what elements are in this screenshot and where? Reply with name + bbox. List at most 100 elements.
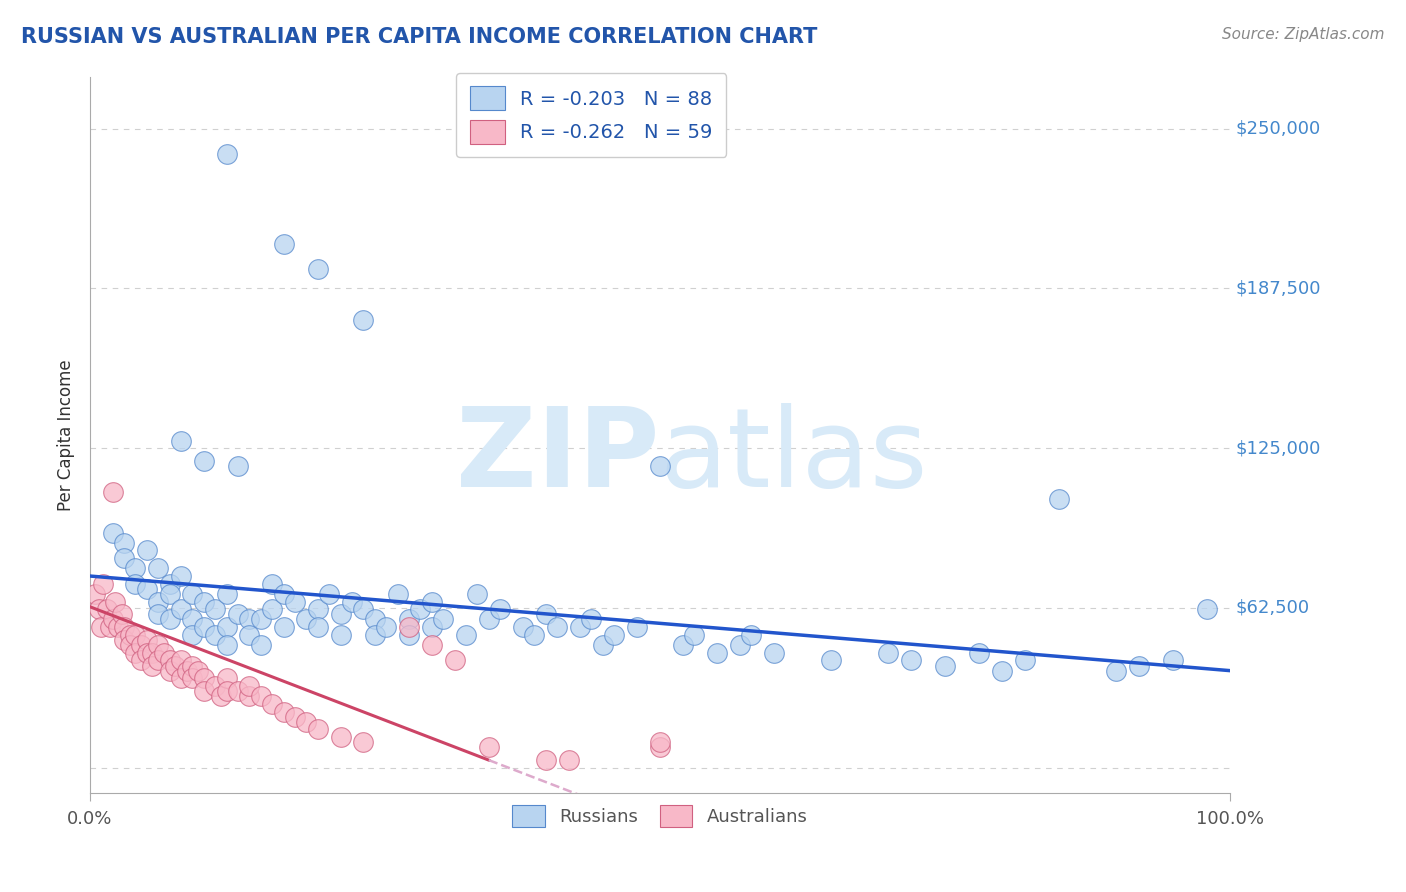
Point	[129, 638, 152, 652]
Point	[307, 262, 329, 277]
Point	[112, 535, 135, 549]
Point	[204, 679, 226, 693]
Point	[671, 638, 693, 652]
Text: Source: ZipAtlas.com: Source: ZipAtlas.com	[1222, 27, 1385, 42]
Point	[238, 679, 260, 693]
Text: atlas: atlas	[659, 403, 928, 510]
Point	[124, 561, 146, 575]
Point	[148, 638, 170, 652]
Point	[226, 607, 249, 622]
Point	[170, 602, 193, 616]
Point	[489, 602, 512, 616]
Point	[170, 569, 193, 583]
Point	[683, 628, 706, 642]
Point	[512, 620, 534, 634]
Point	[226, 459, 249, 474]
Text: $187,500: $187,500	[1236, 279, 1322, 297]
Point	[352, 313, 374, 327]
Point	[238, 612, 260, 626]
Point	[193, 684, 215, 698]
Point	[215, 620, 238, 634]
Point	[398, 612, 420, 626]
Point	[249, 612, 271, 626]
Point	[626, 620, 648, 634]
Point	[101, 525, 124, 540]
Point	[329, 607, 352, 622]
Point	[307, 602, 329, 616]
Point	[98, 620, 121, 634]
Point	[148, 594, 170, 608]
Point	[900, 653, 922, 667]
Point	[215, 638, 238, 652]
Point	[124, 576, 146, 591]
Point	[307, 723, 329, 737]
Point	[534, 753, 557, 767]
Point	[124, 646, 146, 660]
Point	[135, 632, 157, 647]
Point	[387, 587, 409, 601]
Point	[262, 602, 284, 616]
Point	[112, 551, 135, 566]
Point	[967, 646, 990, 660]
Point	[159, 612, 181, 626]
Point	[215, 147, 238, 161]
Point	[209, 689, 232, 703]
Point	[284, 594, 307, 608]
Point	[990, 664, 1012, 678]
Point	[153, 646, 176, 660]
Point	[1195, 602, 1218, 616]
Point	[1128, 658, 1150, 673]
Point	[581, 612, 603, 626]
Text: $250,000: $250,000	[1236, 120, 1320, 137]
Point	[101, 484, 124, 499]
Point	[96, 602, 118, 616]
Point	[112, 620, 135, 634]
Point	[148, 607, 170, 622]
Point	[124, 628, 146, 642]
Point	[159, 653, 181, 667]
Point	[740, 628, 762, 642]
Point	[159, 587, 181, 601]
Point	[420, 620, 443, 634]
Point	[181, 671, 204, 685]
Point	[340, 594, 363, 608]
Point	[104, 594, 127, 608]
Point	[238, 689, 260, 703]
Point	[762, 646, 785, 660]
Point	[398, 620, 420, 634]
Point	[170, 671, 193, 685]
Point	[176, 664, 198, 678]
Text: $125,000: $125,000	[1236, 439, 1320, 458]
Point	[295, 612, 318, 626]
Point	[238, 628, 260, 642]
Point	[249, 689, 271, 703]
Point	[141, 658, 163, 673]
Point	[409, 602, 432, 616]
Point	[193, 620, 215, 634]
Text: $62,500: $62,500	[1236, 599, 1309, 617]
Point	[181, 658, 204, 673]
Point	[215, 684, 238, 698]
Point	[170, 434, 193, 448]
Point	[141, 646, 163, 660]
Point	[648, 735, 671, 749]
Point	[648, 740, 671, 755]
Point	[478, 612, 501, 626]
Point	[432, 612, 454, 626]
Point	[226, 684, 249, 698]
Point	[129, 653, 152, 667]
Y-axis label: Per Capita Income: Per Capita Income	[58, 359, 75, 511]
Point	[273, 236, 295, 251]
Point	[118, 638, 141, 652]
Point	[307, 620, 329, 634]
Point	[193, 454, 215, 468]
Point	[1161, 653, 1184, 667]
Point	[148, 561, 170, 575]
Point	[820, 653, 842, 667]
Point	[329, 730, 352, 744]
Point	[876, 646, 898, 660]
Point	[204, 602, 226, 616]
Point	[546, 620, 568, 634]
Point	[107, 620, 129, 634]
Point	[90, 620, 112, 634]
